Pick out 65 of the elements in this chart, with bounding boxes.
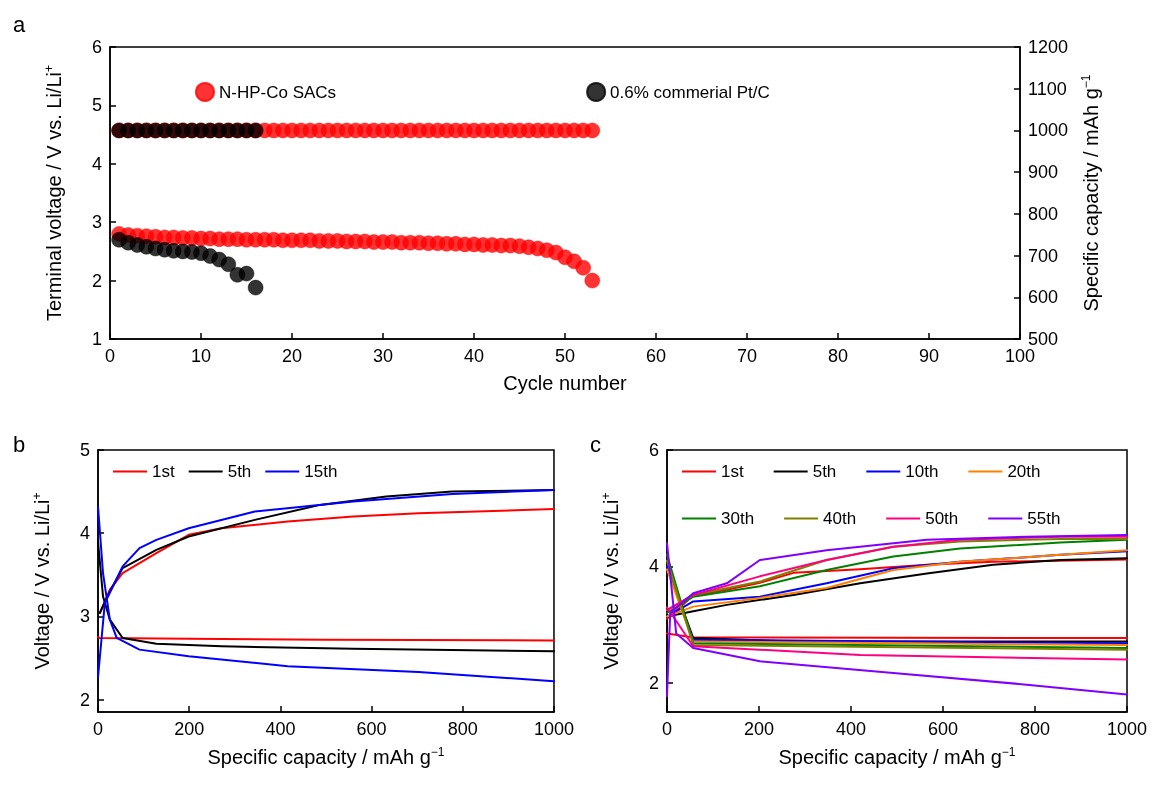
y2-tick-label: 800 xyxy=(1028,203,1059,224)
x-tick-label: 90 xyxy=(918,346,940,366)
y2-tick-label: 1100 xyxy=(1028,78,1067,99)
legend-label: N-HP-Co SACs xyxy=(219,82,337,102)
y2-tick-label: 600 xyxy=(1028,287,1059,308)
legend-label: 5th xyxy=(812,462,837,481)
y-tick-label: 2 xyxy=(79,689,90,710)
x-tick-label: 20 xyxy=(281,346,303,366)
y-axis-title: Terminal voltage / V vs. Li/Li+ xyxy=(42,65,65,321)
x-tick-label: 100 xyxy=(1004,346,1036,366)
y-tick-label: 4 xyxy=(79,523,90,544)
chart-title: b xyxy=(13,431,26,457)
chart-title: c xyxy=(590,431,601,457)
legend-label: 20th xyxy=(1007,462,1041,481)
legend-label: 40th xyxy=(823,509,857,528)
x-tick-label: 0 xyxy=(92,719,104,739)
x-tick-label: 400 xyxy=(835,719,867,739)
x-tick-label: 600 xyxy=(927,719,959,739)
y2-axis-title: Specific capacity / mAh g−1 xyxy=(1079,74,1102,312)
chart-title: a xyxy=(13,11,26,37)
x-axis-title: Cycle number xyxy=(503,372,628,394)
y-tick-label: 6 xyxy=(91,37,102,57)
y-tick-label: 3 xyxy=(79,606,90,627)
legend-label: 5th xyxy=(227,462,252,481)
x-tick-label: 200 xyxy=(743,719,775,739)
y-tick-label: 1 xyxy=(91,329,102,349)
x-tick-label: 800 xyxy=(447,719,478,739)
legend-label: 55th xyxy=(1027,509,1061,528)
legend-label: 15th xyxy=(304,462,338,481)
x-tick-label: 1000 xyxy=(1106,719,1148,739)
y-tick-label: 6 xyxy=(648,440,659,460)
x-tick-label: 600 xyxy=(356,719,387,739)
x-tick-label: 60 xyxy=(645,346,667,366)
legend-label: 30th xyxy=(721,509,755,528)
x-tick-label: 0 xyxy=(104,346,116,366)
x-tick-label: 80 xyxy=(827,346,849,366)
y-axis-title: Voltage / V vs. Li/Li+ xyxy=(599,492,622,670)
y2-tick-label: 900 xyxy=(1028,162,1059,183)
y-tick-label: 4 xyxy=(91,153,102,174)
x-tick-label: 200 xyxy=(174,719,205,739)
x-tick-label: 40 xyxy=(463,346,485,366)
legend-label: 10th xyxy=(905,462,939,481)
x-tick-label: 10 xyxy=(190,346,212,366)
legend-label: 50th xyxy=(925,509,959,528)
y-tick-label: 3 xyxy=(91,212,102,233)
y2-tick-label: 1000 xyxy=(1028,120,1069,141)
x-tick-label: 0 xyxy=(661,719,673,739)
x-tick-label: 30 xyxy=(372,346,394,366)
y-tick-label: 5 xyxy=(91,95,102,116)
y2-tick-label: 500 xyxy=(1028,329,1059,349)
y-tick-label: 2 xyxy=(91,270,102,291)
y2-tick-label: 700 xyxy=(1028,245,1059,266)
y-axis-title: Voltage / V vs. Li/Li+ xyxy=(30,492,53,670)
legend-label: 1st xyxy=(721,462,744,481)
y2-tick-label: 1200 xyxy=(1028,37,1069,57)
x-tick-label: 400 xyxy=(265,719,296,739)
y-tick-label: 5 xyxy=(79,440,90,460)
y-tick-label: 2 xyxy=(648,672,659,693)
legend-label: 0.6% commerial Pt/C xyxy=(610,82,770,102)
x-tick-label: 70 xyxy=(736,346,758,366)
legend-label: 1st xyxy=(152,462,175,481)
x-tick-label: 1000 xyxy=(533,719,574,739)
y-tick-label: 4 xyxy=(648,556,659,577)
x-tick-label: 50 xyxy=(554,346,576,366)
x-tick-label: 800 xyxy=(1019,719,1051,739)
